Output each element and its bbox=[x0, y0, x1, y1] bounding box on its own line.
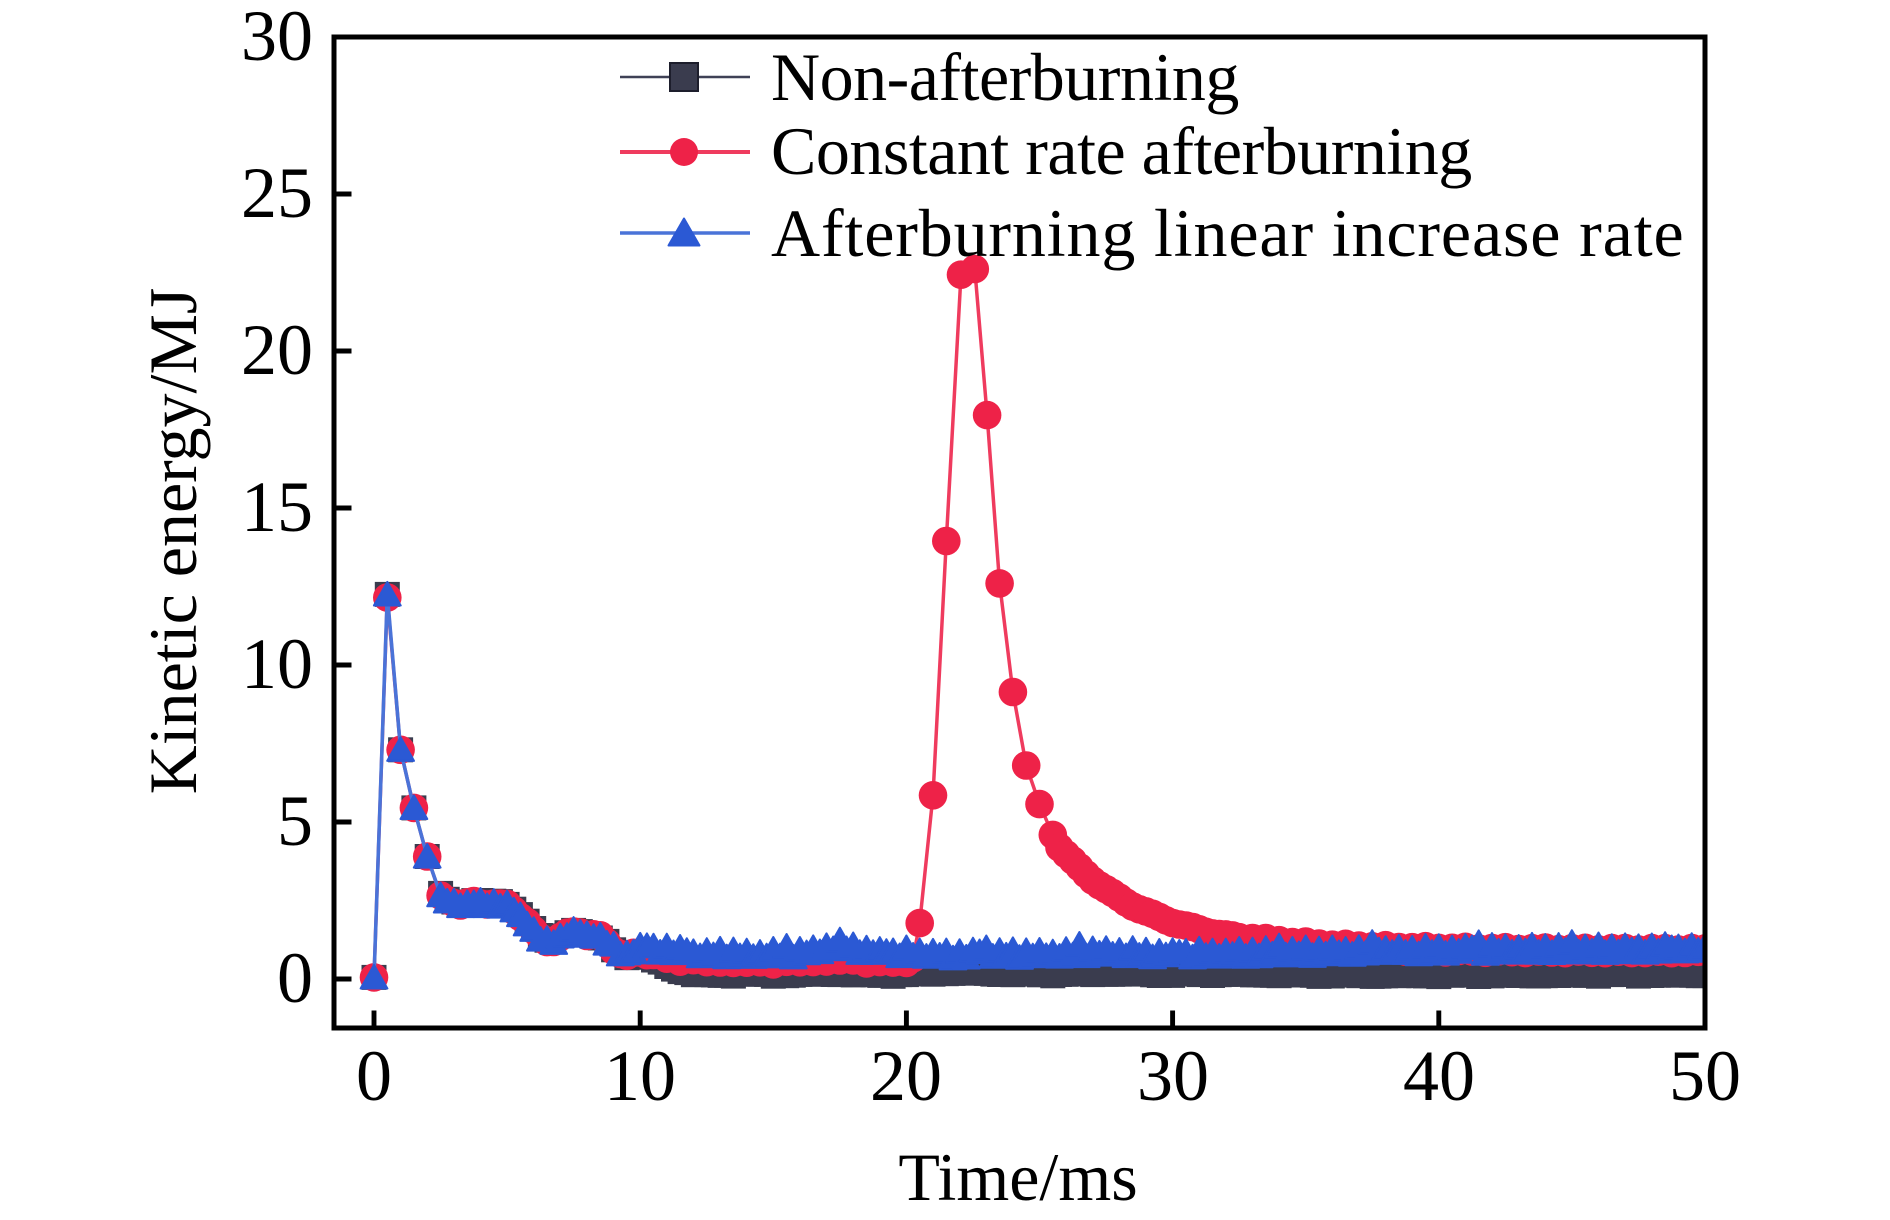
svg-text:20: 20 bbox=[241, 310, 313, 390]
svg-text:10: 10 bbox=[604, 1036, 676, 1116]
svg-text:10: 10 bbox=[241, 624, 313, 704]
svg-text:30: 30 bbox=[1137, 1036, 1209, 1116]
svg-text:0: 0 bbox=[356, 1036, 392, 1116]
svg-text:20: 20 bbox=[870, 1036, 942, 1116]
svg-text:Non-afterburning: Non-afterburning bbox=[771, 39, 1239, 115]
svg-text:0: 0 bbox=[277, 938, 313, 1018]
svg-text:5: 5 bbox=[277, 781, 313, 861]
svg-text:Constant rate afterburning: Constant rate afterburning bbox=[771, 113, 1472, 189]
svg-text:Time/ms: Time/ms bbox=[898, 1139, 1137, 1215]
svg-text:25: 25 bbox=[241, 153, 313, 233]
svg-text:30: 30 bbox=[241, 0, 313, 76]
svg-text:Kinetic energy/MJ: Kinetic energy/MJ bbox=[135, 288, 211, 795]
svg-text:50: 50 bbox=[1669, 1036, 1741, 1116]
svg-text:Afterburning linear increase r: Afterburning linear increase rate bbox=[771, 195, 1684, 271]
svg-text:40: 40 bbox=[1403, 1036, 1475, 1116]
svg-text:15: 15 bbox=[241, 467, 313, 547]
